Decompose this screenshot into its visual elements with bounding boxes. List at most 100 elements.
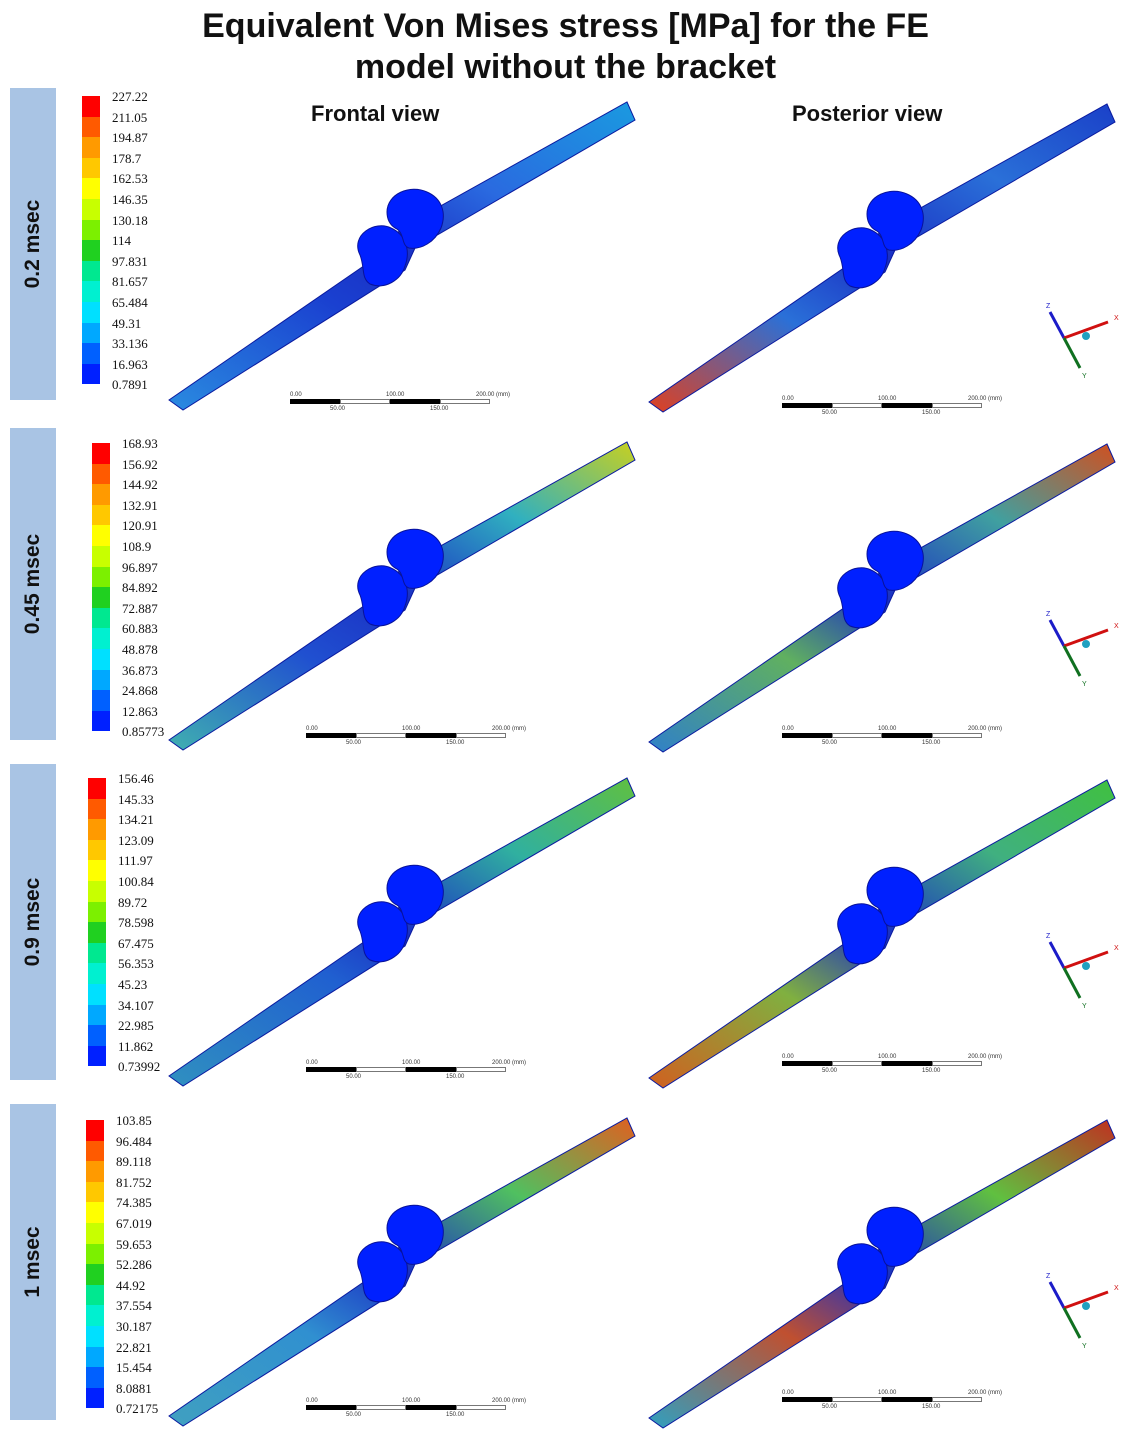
legend-value: 0.85773	[122, 724, 165, 740]
legend-color-segment	[92, 690, 110, 711]
legend-color-segment	[92, 525, 110, 546]
legend-value: 52.286	[116, 1257, 152, 1273]
legend-color-segment	[92, 669, 110, 691]
frontal-scale-bar: 0.00 100.00 200.00 (mm) 50.00 150.00	[290, 392, 510, 418]
legend-color-segment	[88, 963, 106, 984]
scale-label: 150.00	[430, 406, 449, 412]
legend-value: 0.72175	[116, 1401, 159, 1417]
legend-colorbar	[82, 96, 100, 385]
legend-value: 22.985	[118, 1018, 154, 1034]
legend-value: 84.892	[122, 580, 158, 596]
legend-color-segment	[86, 1346, 104, 1368]
legend-color-segment	[88, 880, 106, 902]
legend-value: 48.878	[122, 642, 158, 657]
legend-color-segment	[88, 1045, 106, 1067]
legend-color-segment	[92, 587, 110, 608]
frontal-scale-bar: 0.00 100.00 200.00 (mm) 50.00 150.00	[306, 1060, 526, 1086]
legend-value: 8.0881	[116, 1380, 152, 1396]
svg-text:Z: Z	[1046, 933, 1051, 940]
scale-label: 100.00	[878, 726, 897, 732]
scale-label: 0.00	[290, 392, 302, 398]
legend-color-segment	[86, 1264, 104, 1285]
legend-value: 97.831	[112, 253, 148, 269]
scale-label: 50.00	[822, 740, 838, 746]
posterior-view-3-tibia-condyle	[837, 1243, 888, 1305]
legend-color-segment	[92, 504, 110, 526]
axis-triad-icon: Z X Y	[1046, 611, 1119, 688]
legend-color-segment	[82, 198, 100, 220]
posterior-view-0	[648, 103, 1116, 413]
legend-color-segment	[88, 819, 106, 840]
legend-color-segment	[82, 96, 100, 117]
posterior-view-1	[648, 443, 1116, 753]
posterior-view-0-femur-condyle	[866, 190, 924, 251]
scale-label: 200.00 (mm)	[476, 392, 511, 398]
legend-value: 168.93	[122, 436, 158, 451]
posterior-view-1-tibia-condyle	[837, 567, 888, 629]
legend-value: 0.73992	[118, 1059, 161, 1075]
legend-value: 34.107	[118, 997, 154, 1013]
frontal-view-3-femur-condyle	[386, 1204, 444, 1265]
axis-triad-icon: Z X Y	[1046, 303, 1119, 380]
legend-color-segment	[88, 1025, 106, 1046]
legend-color-segment	[82, 281, 100, 302]
legend-value: 33.136	[112, 336, 148, 352]
time-step-label: 0.9 msec	[21, 877, 44, 967]
legend-value: 81.752	[116, 1174, 152, 1190]
legend-color-segment	[92, 463, 110, 485]
time-step-panel: 0.2 msec	[10, 88, 56, 400]
scale-label: 0.00	[782, 396, 794, 402]
axis-triad-icon: Z X Y	[1046, 933, 1119, 1010]
scale-label: 100.00	[878, 396, 897, 402]
scale-label: 50.00	[822, 1068, 838, 1074]
legend-color-segment	[82, 240, 100, 261]
legend-color-segment	[86, 1305, 104, 1326]
posterior-view-2	[648, 779, 1116, 1089]
legend-value: 56.353	[118, 956, 154, 972]
legend-color-segment	[88, 860, 106, 881]
scale-label: 100.00	[386, 392, 405, 398]
frontal-view-3	[168, 1117, 636, 1427]
legend-color-segment	[82, 363, 100, 385]
legend-value: 114	[112, 233, 132, 249]
legend-value: 59.653	[116, 1236, 152, 1252]
legend-value: 89.118	[116, 1154, 152, 1170]
legend-value: 16.963	[112, 356, 148, 372]
frontal-view-1-tibia-condyle	[357, 565, 408, 627]
svg-text:Y: Y	[1082, 681, 1087, 688]
legend-value: 146.35	[112, 192, 148, 207]
frontal-view-1	[168, 441, 636, 751]
legend-color-segment	[88, 922, 106, 943]
time-step-panel: 1 msec	[10, 1104, 56, 1420]
legend-color-segment	[86, 1181, 104, 1203]
frontal-scale-bar: 0.00 100.00 200.00 (mm) 50.00 150.00	[306, 1398, 526, 1424]
frontal-scale-bar: 0.00 100.00 200.00 (mm) 50.00 150.00	[306, 726, 526, 752]
time-step-label: 0.2 msec	[21, 199, 44, 289]
scale-label: 50.00	[822, 1404, 838, 1410]
scale-label: 150.00	[922, 1404, 941, 1410]
legend-value: 60.883	[122, 621, 158, 637]
scale-label: 50.00	[330, 406, 346, 412]
legend-value: 178.7	[112, 150, 142, 166]
scale-label: 0.00	[306, 1060, 318, 1066]
axis-triad-icon: Z X Y	[1046, 1273, 1119, 1350]
legend-color-segment	[92, 648, 110, 670]
legend-color-segment	[88, 1004, 106, 1026]
scale-label: 200.00 (mm)	[968, 1054, 1003, 1060]
legend-value: 15.454	[116, 1360, 152, 1376]
svg-text:Y: Y	[1082, 1343, 1087, 1350]
legend-value: 130.18	[112, 212, 148, 228]
scale-label: 0.00	[782, 726, 794, 732]
legend-color-segment	[88, 983, 106, 1005]
title-line-2: model without the bracket	[354, 48, 777, 86]
legend-value: 0.7891	[112, 377, 148, 393]
title-line-1: Equivalent Von Mises stress [MPa] for th…	[202, 7, 929, 45]
posterior-view-3	[648, 1119, 1116, 1429]
result-row: 0.2 msec	[0, 88, 1131, 400]
time-step-label: 0.45 msec	[21, 533, 44, 635]
scale-label: 0.00	[306, 726, 318, 732]
legend-color-segment	[92, 484, 110, 505]
svg-text:Y: Y	[1082, 1003, 1087, 1010]
svg-text:Z: Z	[1046, 611, 1051, 618]
legend-value: 12.863	[122, 703, 158, 719]
